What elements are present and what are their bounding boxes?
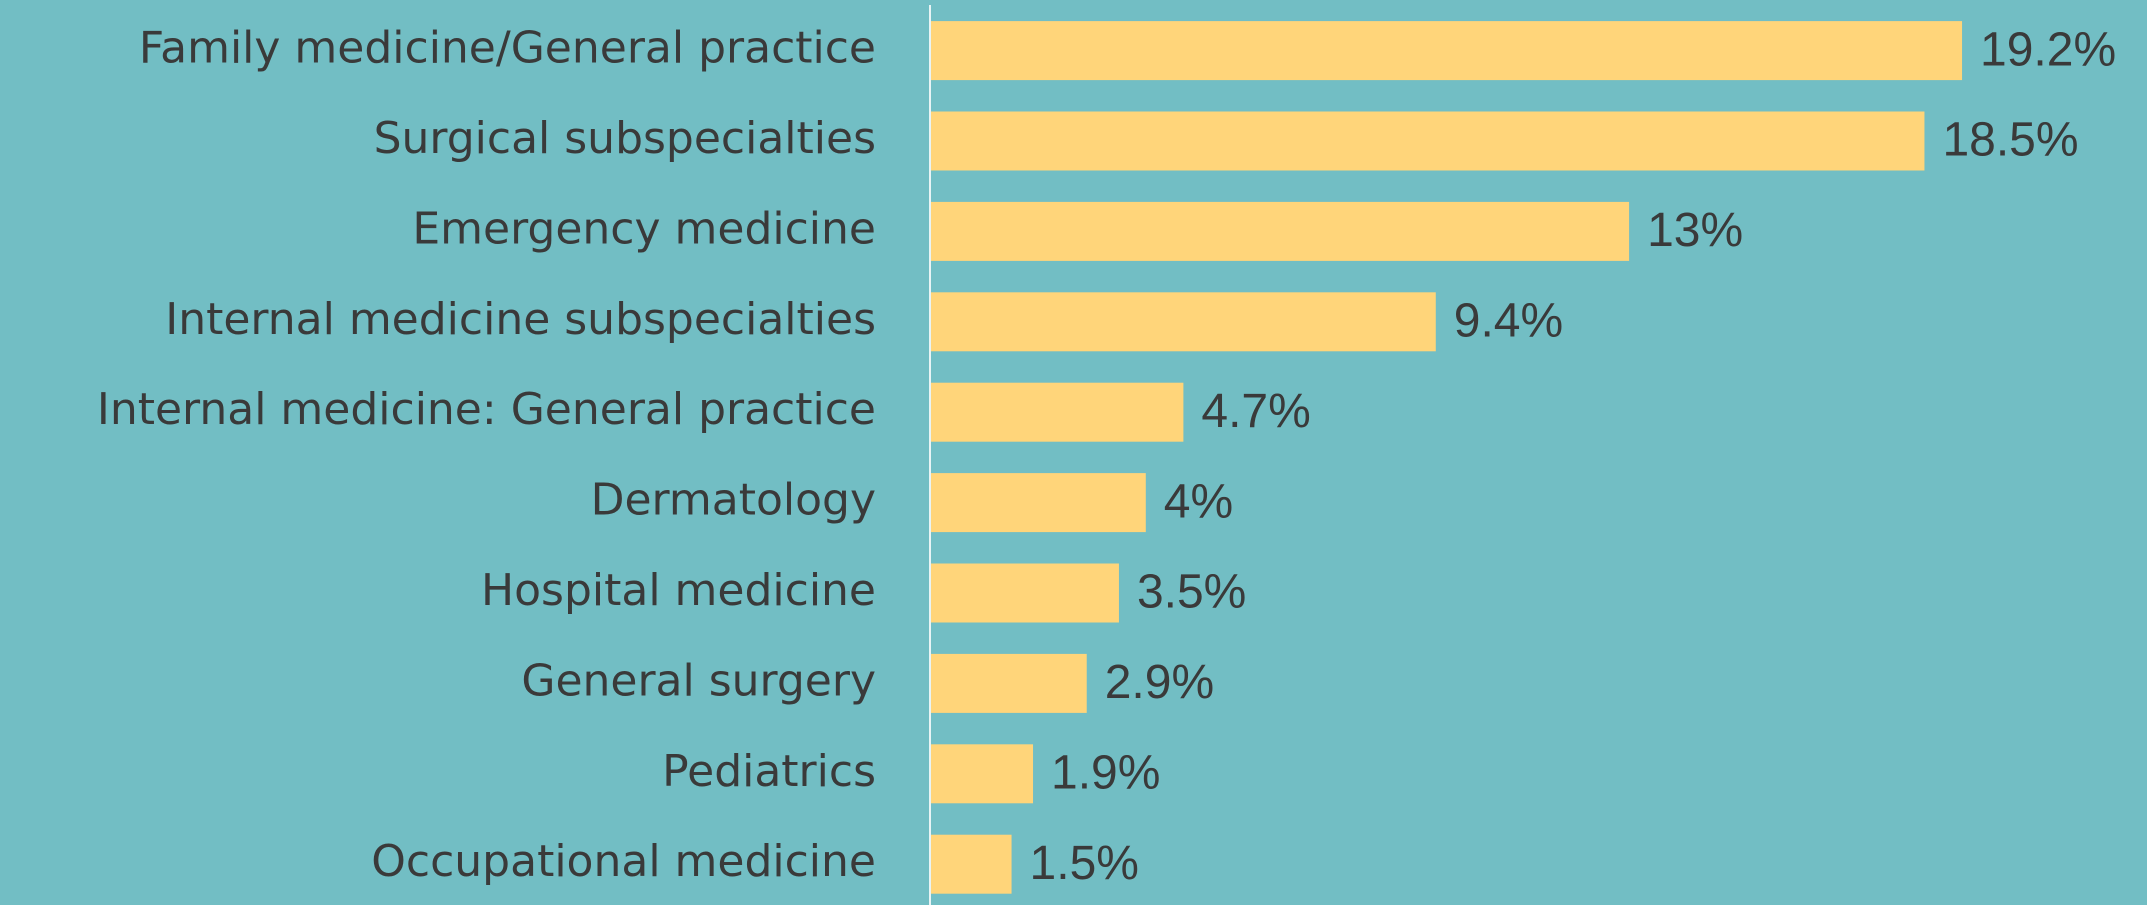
value-label: 13% — [1647, 204, 1743, 257]
value-label: 4% — [1164, 475, 1233, 528]
bar — [931, 563, 1119, 623]
value-label: 4.7% — [1201, 385, 1310, 438]
category-label: Hospital medicine — [481, 565, 876, 616]
bar — [931, 292, 1436, 352]
bar — [931, 653, 1087, 713]
category-label: Family medicine/General practice — [139, 23, 876, 74]
value-label: 3.5% — [1137, 566, 1246, 619]
bar — [931, 111, 1925, 171]
category-label: Surgical subspecialties — [374, 113, 876, 164]
value-label: 19.2% — [1980, 23, 2116, 76]
bar — [931, 744, 1034, 804]
bar — [931, 201, 1630, 261]
value-label: 1.5% — [1030, 837, 1139, 890]
category-label: General surgery — [521, 655, 876, 706]
category-label: Emergency medicine — [412, 203, 876, 254]
category-label: Pediatrics — [662, 746, 876, 797]
category-label: Dermatology — [591, 475, 876, 526]
bar — [931, 834, 1012, 894]
category-label: Occupational medicine — [371, 836, 876, 887]
value-label: 1.9% — [1051, 746, 1160, 799]
bar — [931, 473, 1146, 533]
value-label: 18.5% — [1942, 114, 2078, 167]
value-label: 2.9% — [1105, 656, 1214, 709]
value-label: 9.4% — [1454, 294, 1563, 347]
bar — [931, 382, 1184, 442]
bar — [931, 21, 1963, 81]
category-label: Internal medicine: General practice — [97, 384, 876, 435]
category-label: Internal medicine subspecialties — [165, 294, 876, 345]
